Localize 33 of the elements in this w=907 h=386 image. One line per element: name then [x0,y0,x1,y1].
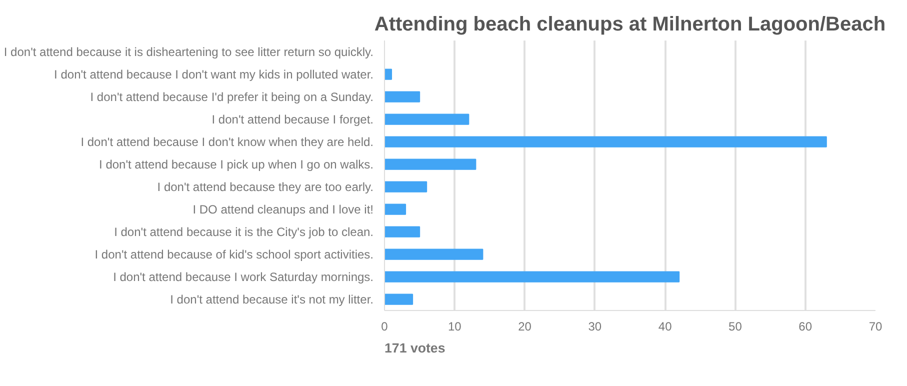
bar [384,91,420,102]
y-tick-label: I don't attend because I forget. [212,112,374,126]
chart-title: Attending beach cleanups at Milnerton Lagoon/Beach [374,14,886,36]
y-tick-label: I don't attend because I don't want my kids in polluted water. [54,67,374,82]
y-tick-label: I don't attend because it is the City's job to clean. [114,224,374,239]
bar [384,68,392,80]
y-tick-label: I don't attend because they are too early. [157,180,374,194]
x-tick-label: 40 [658,320,672,334]
bar [384,204,406,215]
bar [384,114,470,125]
bar [384,181,428,192]
y-tick-label: I don't attend because of kid's school sport activities. [94,247,374,262]
bar [384,226,420,238]
y-tick-label: I don't attend because it is disheartening to see litter return so quickly. [4,44,374,59]
bar [384,158,476,170]
x-tick-label: 10 [448,320,462,334]
y-tick-label: I DO attend cleanups and I love it! [192,202,374,216]
y-tick-label: I don't attend because it's not my litter. [170,292,374,306]
bar [384,294,414,305]
x-tick-label: 0 [381,320,388,334]
y-tick-label: I don't attend because I work Saturday mornings. [113,270,374,284]
bar [384,248,484,260]
y-tick-label: I don't attend because I'd prefer it being on a Sunday. [90,90,374,104]
x-tick-label: 20 [518,320,532,334]
bar [384,271,680,282]
x-tick-label: 70 [868,320,882,334]
bar [384,136,827,148]
x-tick-label: 60 [798,320,812,334]
x-tick-label: 50 [728,320,742,334]
y-tick-label: I don't attend because I don't know when they are held. [80,134,374,149]
y-tick-label: I don't attend because I pick up when I go on walks. [99,157,374,172]
x-tick-label: 30 [588,320,602,334]
text: 171 votes [384,340,446,356]
